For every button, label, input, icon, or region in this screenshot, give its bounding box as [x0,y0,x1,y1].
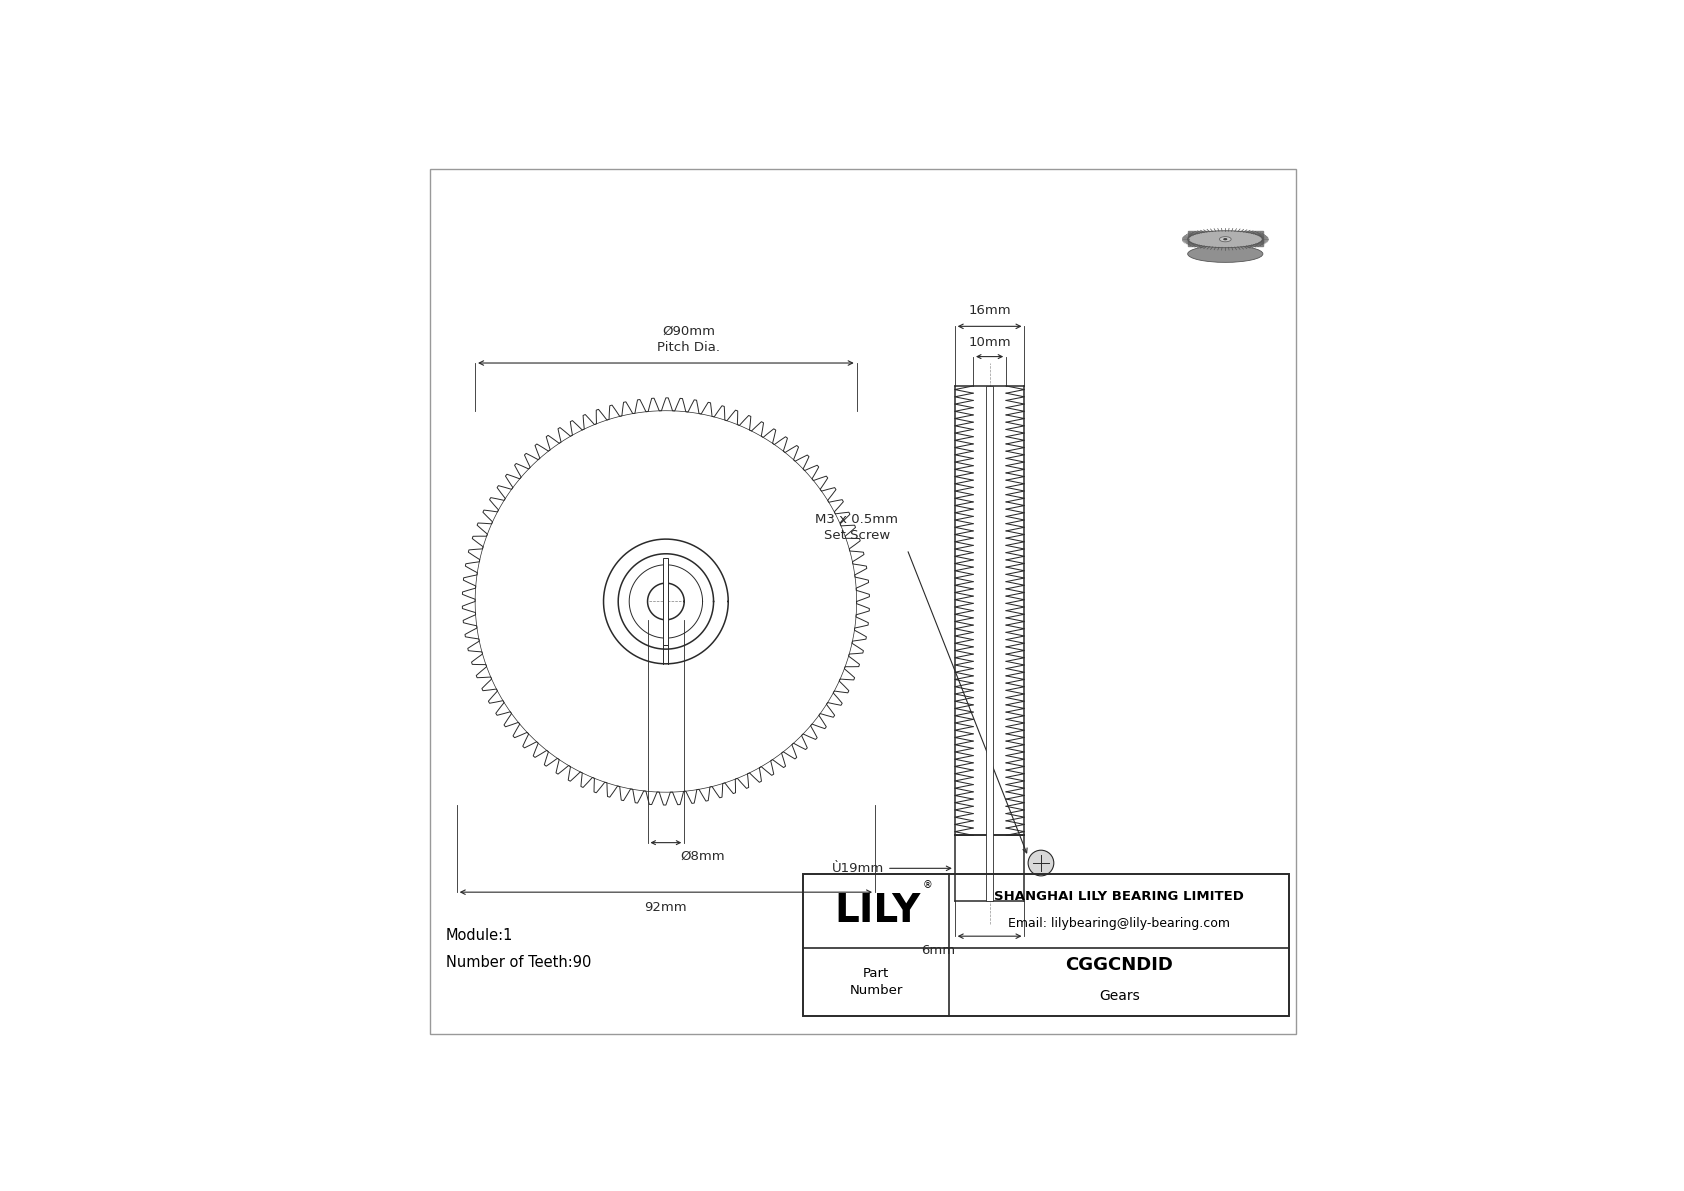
Text: Ø90mm
Pitch Dia.: Ø90mm Pitch Dia. [657,325,721,354]
Text: Ø8mm: Ø8mm [680,850,724,863]
Text: Ù19mm: Ù19mm [832,862,884,875]
Text: Module:1: Module:1 [446,928,514,942]
Bar [803,874,1290,1016]
Ellipse shape [1187,231,1263,248]
Bar [985,386,994,902]
Text: Part
Number: Part Number [850,967,903,997]
Text: 10mm: 10mm [968,336,1010,349]
Ellipse shape [1187,245,1263,262]
Text: ®: ® [923,880,933,890]
Ellipse shape [1224,238,1228,239]
Ellipse shape [1219,237,1231,242]
Circle shape [1029,850,1054,875]
Text: Gears: Gears [1100,989,1140,1003]
Text: 92mm: 92mm [645,902,687,915]
Text: 16mm: 16mm [968,304,1010,317]
Text: Number of Teeth:90: Number of Teeth:90 [446,955,591,971]
Polygon shape [1187,231,1263,245]
Text: M3 x 0.5mm
Set Screw: M3 x 0.5mm Set Screw [815,513,898,542]
Text: 6mm: 6mm [921,943,955,956]
Text: LILY: LILY [834,892,921,930]
Text: Email: lilybearing@lily-bearing.com: Email: lilybearing@lily-bearing.com [1009,917,1231,930]
Text: SHANGHAI LILY BEARING LIMITED: SHANGHAI LILY BEARING LIMITED [995,890,1244,903]
Bar [663,559,669,644]
Text: CGGCNDID: CGGCNDID [1066,956,1174,974]
